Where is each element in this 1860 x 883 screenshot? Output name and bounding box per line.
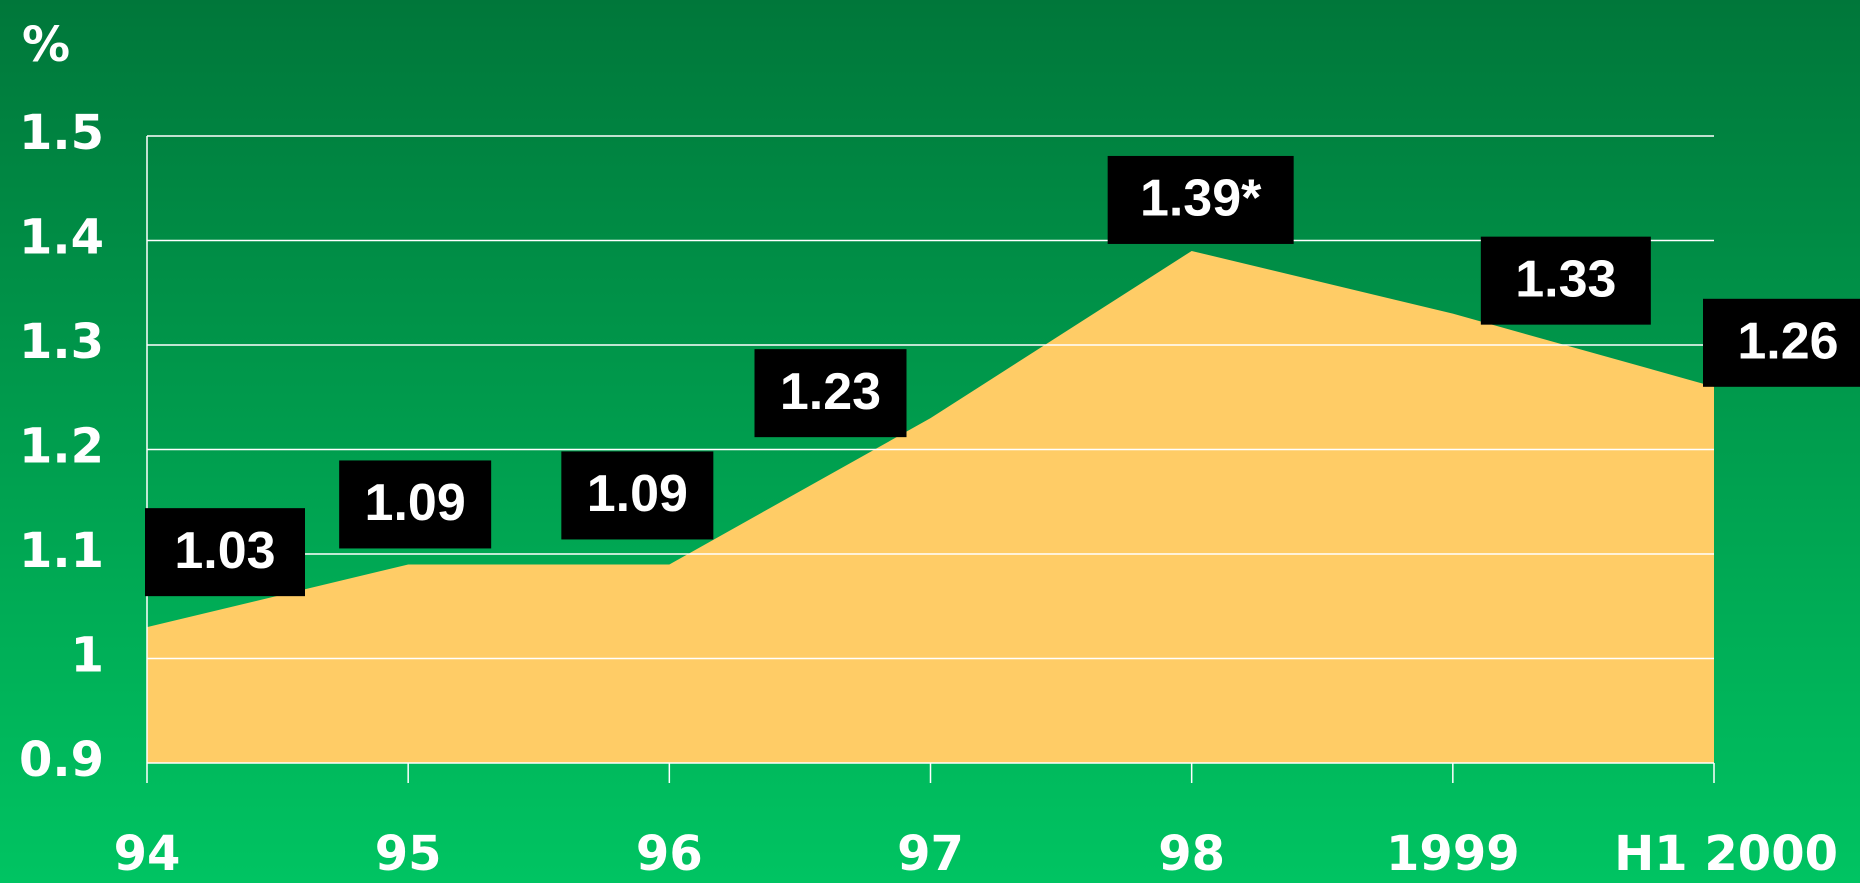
x-tick-label: 94	[114, 826, 181, 882]
value-label: 1.23	[780, 363, 881, 421]
value-label-box	[1107, 155, 1294, 244]
y-tick-label: 0.9	[19, 732, 104, 788]
x-tick-label: 96	[636, 826, 703, 882]
y-axis-label: %	[22, 17, 70, 73]
y-tick-label: 1.4	[19, 210, 104, 266]
value-label-box	[145, 508, 305, 597]
value-label: 1.03	[174, 522, 275, 580]
y-tick-label: 1.1	[19, 523, 104, 579]
value-label: 1.09	[365, 474, 466, 532]
x-tick-label: 98	[1158, 826, 1225, 882]
value-label: 1.09	[587, 465, 688, 523]
x-tick-label: H1 2000	[1614, 826, 1838, 882]
y-tick-label: 1.5	[19, 105, 104, 161]
value-label: 1.26	[1737, 313, 1838, 371]
x-tick-label: 97	[897, 826, 964, 882]
value-label: 1.39*	[1140, 170, 1262, 228]
y-tick-label: 1.3	[19, 314, 104, 370]
x-tick-label: 1999	[1386, 826, 1520, 882]
value-label-box	[1480, 236, 1651, 325]
y-tick-label: 1	[71, 628, 104, 684]
value-label-box	[339, 460, 492, 549]
y-tick-label: 1.2	[19, 419, 104, 475]
x-tick-label: 95	[375, 826, 442, 882]
value-label-box	[1703, 298, 1860, 387]
value-label-box	[561, 451, 714, 540]
area	[147, 250, 1714, 763]
value-label-box	[754, 349, 907, 438]
value-label: 1.33	[1515, 250, 1616, 308]
